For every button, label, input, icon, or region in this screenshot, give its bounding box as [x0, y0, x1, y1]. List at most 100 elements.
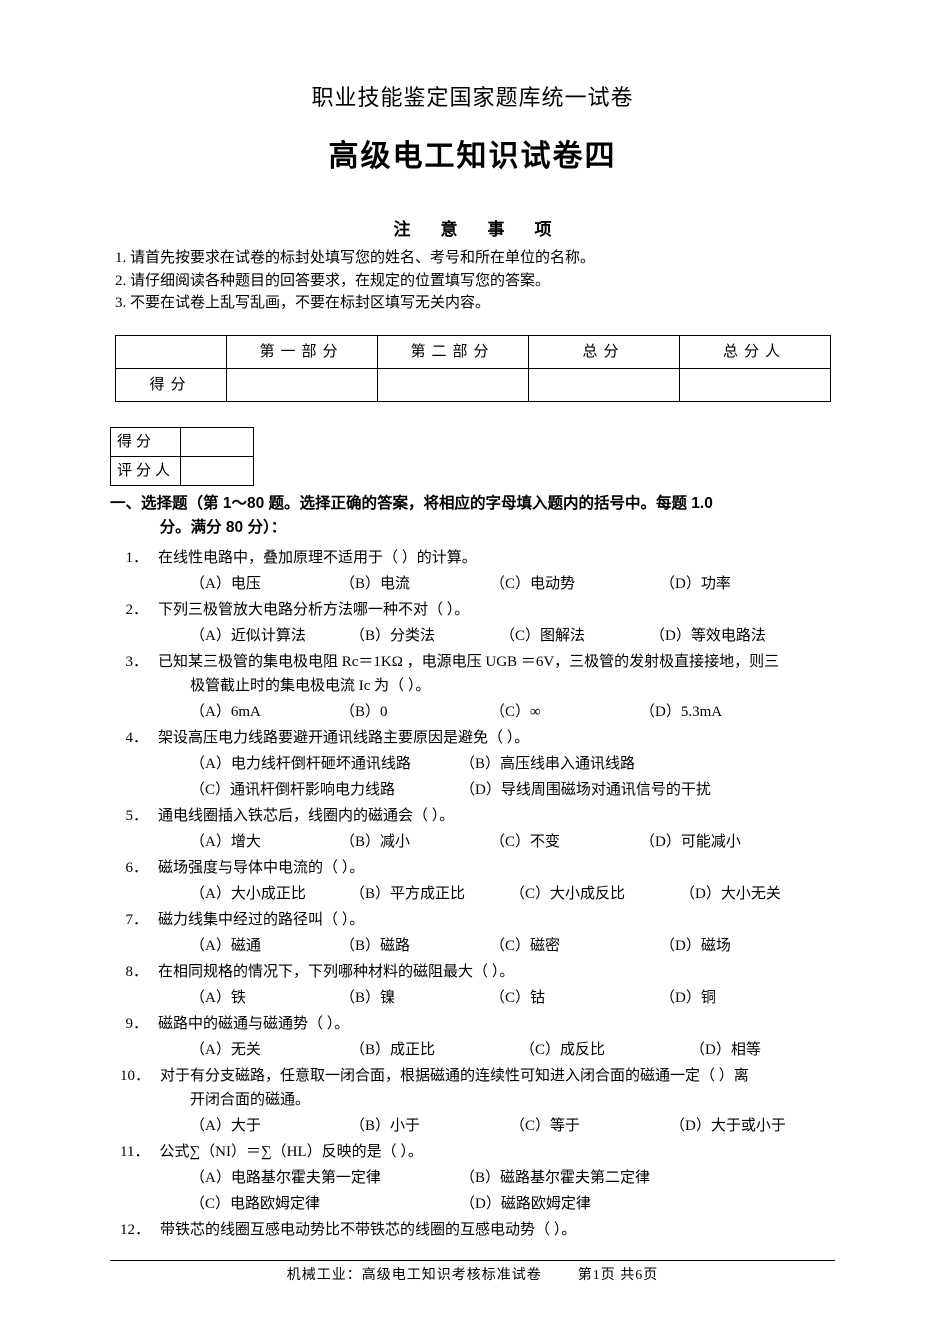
- question: 1．在线性电路中，叠加原理不适用于（ ）的计算。（A）电压（B）电流（C）电动势…: [162, 546, 835, 596]
- question-option: （C）通讯杆倒杆影响电力线路: [190, 778, 460, 802]
- question-option: （B）0: [340, 700, 490, 724]
- notice-heading: 注意事项: [110, 216, 835, 243]
- question-number: 3．: [120, 650, 148, 674]
- question-option: （B）高压线串入通讯线路: [460, 752, 720, 776]
- question-stem: 4．架设高压电力线路要避开通讯线路主要原因是避免（ ）。: [162, 726, 835, 750]
- question-option: （D）导线周围磁场对通讯信号的干扰: [460, 778, 760, 802]
- score-col-grader: 总分人: [679, 335, 830, 368]
- question-option: （A）6mA: [190, 700, 340, 724]
- question-option: （C）磁密: [490, 934, 660, 958]
- question-option: （A）大小成正比: [190, 882, 350, 906]
- option-line: （A）电压（B）电流（C）电动势（D）功率: [162, 572, 835, 596]
- option-line: （C）通讯杆倒杆影响电力线路（D）导线周围磁场对通讯信号的干扰: [162, 778, 835, 802]
- table-row: 评分人: [111, 456, 254, 485]
- question-option: （D）可能减小: [640, 830, 780, 854]
- question-option: （A）增大: [190, 830, 340, 854]
- questions-block: 1．在线性电路中，叠加原理不适用于（ ）的计算。（A）电压（B）电流（C）电动势…: [110, 546, 835, 1242]
- question-option: （A）电压: [190, 572, 340, 596]
- question-number: 5．: [120, 804, 148, 828]
- question-stem: 2．下列三极管放大电路分析方法哪一种不对（ ）。: [162, 598, 835, 622]
- score-row-label: 得分: [115, 368, 226, 401]
- exam-subtitle: 职业技能鉴定国家题库统一试卷: [110, 80, 835, 115]
- grader-score-cell: [181, 427, 254, 456]
- question: 9．磁路中的磁通与磁通势（ ）。（A）无关（B）成正比（C）成反比（D）相等: [162, 1012, 835, 1062]
- question-stem: 12．带铁芯的线圈互感电动势比不带铁芯的线圈的互感电动势（ ）。: [162, 1218, 835, 1242]
- question-option: （D）铜: [660, 986, 780, 1010]
- notice-item: 请首先按要求在试卷的标封处填写您的姓名、考号和所在单位的名称。: [130, 247, 835, 270]
- option-line: （A）铁（B）镍（C）钴（D）铜: [162, 986, 835, 1010]
- question-option: （C）钴: [490, 986, 660, 1010]
- question-option: （B）镍: [340, 986, 490, 1010]
- section-text: （第 1～80 题。选择正确的答案，将相应的字母填入题内的括号中。每题 1.0: [188, 495, 713, 512]
- option-line: （A）大小成正比（B）平方成正比（C）大小成反比（D）大小无关: [162, 882, 835, 906]
- question-option: （D）5.3mA: [640, 700, 760, 724]
- notice-item: 请仔细阅读各种题目的回答要求，在规定的位置填写您的答案。: [130, 270, 835, 293]
- notice-list: 请首先按要求在试卷的标封处填写您的姓名、考号和所在单位的名称。 请仔细阅读各种题…: [110, 247, 835, 315]
- footer-right: 第1页 共6页: [578, 1268, 659, 1283]
- question-option: （B）小于: [350, 1114, 510, 1138]
- question-stem: 5．通电线圈插入铁芯后，线圈内的磁通会（ ）。: [162, 804, 835, 828]
- grader-name-label: 评分人: [111, 456, 181, 485]
- table-row: 第一部分 第二部分 总分 总分人: [115, 335, 830, 368]
- question-stem: 1．在线性电路中，叠加原理不适用于（ ）的计算。: [162, 546, 835, 570]
- option-line: （A）6mA（B）0（C）∞（D）5.3mA: [162, 700, 835, 724]
- question-option: （B）平方成正比: [350, 882, 510, 906]
- question-option: （C）图解法: [500, 624, 650, 648]
- question-option: （D）大小无关: [680, 882, 820, 906]
- question-option: （D）磁场: [660, 934, 780, 958]
- question-option: （C）等于: [510, 1114, 670, 1138]
- question-option: （C）∞: [490, 700, 640, 724]
- notice-item: 不要在试卷上乱写乱画，不要在标封区填写无关内容。: [130, 292, 835, 315]
- question-option: （B）减小: [340, 830, 490, 854]
- question-stem: 8．在相同规格的情况下，下列哪种材料的磁阻最大（ ）。: [162, 960, 835, 984]
- question-option: （B）磁路: [340, 934, 490, 958]
- question-number: 8．: [120, 960, 148, 984]
- question-option: （B）磁路基尔霍夫第二定律: [460, 1166, 720, 1190]
- question: 11．公式∑（NI）＝∑（HL）反映的是（ ）。（A）电路基尔霍夫第一定律（B）…: [162, 1140, 835, 1216]
- question-option: （B）成正比: [350, 1038, 520, 1062]
- question-option: （B）电流: [340, 572, 490, 596]
- question: 6．磁场强度与导体中电流的（ ）。（A）大小成正比（B）平方成正比（C）大小成反…: [162, 856, 835, 906]
- score-col-part2: 第二部分: [377, 335, 528, 368]
- question: 7．磁力线集中经过的路径叫（ ）。（A）磁通（B）磁路（C）磁密（D）磁场: [162, 908, 835, 958]
- table-row: 得分: [115, 368, 830, 401]
- question-stem: 7．磁力线集中经过的路径叫（ ）。: [162, 908, 835, 932]
- question-stem: 3．已知某三极管的集电极电阻 Rc＝1KΩ ，电源电压 UGB ＝6V，三极管的…: [162, 650, 835, 698]
- question: 3．已知某三极管的集电极电阻 Rc＝1KΩ ，电源电压 UGB ＝6V，三极管的…: [162, 650, 835, 724]
- question-option: （A）电路基尔霍夫第一定律: [190, 1166, 460, 1190]
- question-stem-cont: 开闭合面的磁通。: [162, 1088, 835, 1112]
- question-option: （C）电动势: [490, 572, 660, 596]
- option-line: （A）磁通（B）磁路（C）磁密（D）磁场: [162, 934, 835, 958]
- question-option: （D）大于或小于: [670, 1114, 820, 1138]
- question-option: （A）电力线杆倒杆砸坏通讯线路: [190, 752, 460, 776]
- question-stem-cont: 极管截止时的集电极电流 Ic 为（ ）。: [162, 674, 835, 698]
- grader-name-cell: [181, 456, 254, 485]
- question-option: （A）近似计算法: [190, 624, 350, 648]
- question-option: （C）成反比: [520, 1038, 690, 1062]
- question-option: （D）功率: [660, 572, 780, 596]
- exam-page: 职业技能鉴定国家题库统一试卷 高级电工知识试卷四 注意事项 请首先按要求在试卷的…: [0, 0, 945, 1317]
- question: 12．带铁芯的线圈互感电动势比不带铁芯的线圈的互感电动势（ ）。: [162, 1218, 835, 1242]
- question-stem: 9．磁路中的磁通与磁通势（ ）。: [162, 1012, 835, 1036]
- score-cell: [226, 368, 377, 401]
- table-row: 得分: [111, 427, 254, 456]
- question-number: 10．: [120, 1064, 150, 1088]
- question: 5．通电线圈插入铁芯后，线圈内的磁通会（ ）。（A）增大（B）减小（C）不变（D…: [162, 804, 835, 854]
- option-line: （A）电路基尔霍夫第一定律（B）磁路基尔霍夫第二定律: [162, 1166, 835, 1190]
- option-line: （A）增大（B）减小（C）不变（D）可能减小: [162, 830, 835, 854]
- question-number: 11．: [120, 1140, 149, 1164]
- question-option: （C）大小成反比: [510, 882, 680, 906]
- grader-score-label: 得分: [111, 427, 181, 456]
- score-cell: [679, 368, 830, 401]
- page-footer: 机械工业：高级电工知识考核标准试卷 第1页 共6页: [110, 1260, 835, 1287]
- question-option: （C）电路欧姆定律: [190, 1192, 460, 1216]
- option-line: （A）电力线杆倒杆砸坏通讯线路（B）高压线串入通讯线路: [162, 752, 835, 776]
- question-option: （D）磁路欧姆定律: [460, 1192, 720, 1216]
- question-option: （C）不变: [490, 830, 640, 854]
- footer-left: 机械工业：高级电工知识考核标准试卷: [287, 1268, 542, 1283]
- question: 8．在相同规格的情况下，下列哪种材料的磁阻最大（ ）。（A）铁（B）镍（C）钴（…: [162, 960, 835, 1010]
- score-table: 第一部分 第二部分 总分 总分人 得分: [115, 335, 831, 402]
- question-number: 1．: [120, 546, 148, 570]
- question-option: （D）等效电路法: [650, 624, 790, 648]
- question-option: （A）大于: [190, 1114, 350, 1138]
